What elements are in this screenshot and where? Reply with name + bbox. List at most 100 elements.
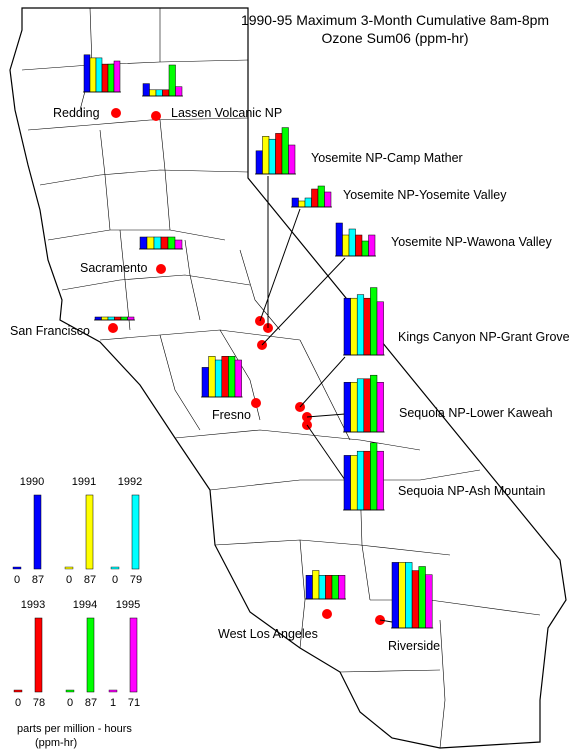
site-bars <box>201 356 243 398</box>
bar-1992 <box>95 57 103 93</box>
bar-1992 <box>155 89 163 97</box>
bar-1994 <box>281 127 289 175</box>
legend-max-bar <box>129 617 138 693</box>
legend-item: 1992 0 79 <box>110 476 142 586</box>
bar-1993 <box>114 316 122 321</box>
site-label: Sequoia NP-Ash Mountain <box>398 484 545 498</box>
bar-1994 <box>418 566 426 629</box>
legend-max-label: 71 <box>128 697 140 709</box>
bar-1993 <box>101 63 109 93</box>
legend-max-bar <box>85 494 94 570</box>
bar-1992 <box>356 378 365 433</box>
bar-1991 <box>89 57 97 93</box>
site-label: Sequoia NP-Lower Kaweah <box>399 406 553 420</box>
bar-1993 <box>363 378 371 433</box>
site-label: West Los Angeles <box>218 627 318 641</box>
bar-1993 <box>355 234 363 257</box>
legend-year: 1994 <box>73 599 97 611</box>
bar-1991 <box>350 382 358 433</box>
site-label: Sacramento <box>80 261 147 275</box>
bar-1993 <box>363 450 371 511</box>
bar-1995 <box>288 144 296 175</box>
site-marker <box>111 108 121 118</box>
bar-1995 <box>376 382 384 433</box>
legend-item: 1991 0 87 <box>64 476 96 586</box>
bar-1995 <box>324 191 332 208</box>
legend-year: 1992 <box>118 476 142 488</box>
legend-max-label: 79 <box>130 574 142 586</box>
legend-max-label: 87 <box>32 574 44 586</box>
legend-min-bar <box>13 689 23 693</box>
site-bars <box>335 222 376 257</box>
leader-line <box>261 257 346 346</box>
bar-1992 <box>348 228 356 257</box>
bar-1990 <box>343 455 351 511</box>
bar-1991 <box>146 236 155 250</box>
bar-1993 <box>311 188 319 208</box>
legend-min-label: 0 <box>112 574 118 586</box>
bar-1990 <box>201 367 209 398</box>
site-bars <box>391 562 434 629</box>
site-bars <box>83 54 121 93</box>
site-label: Redding <box>53 106 100 120</box>
bar-1994 <box>317 185 325 208</box>
bar-1995 <box>234 359 242 398</box>
legend-year: 1995 <box>116 599 140 611</box>
bar-1991 <box>208 356 216 398</box>
bar-1994 <box>107 63 115 93</box>
legend-min-bar <box>110 566 120 570</box>
site-bars <box>305 570 346 600</box>
bar-1994 <box>228 356 236 398</box>
legend-max-label: 87 <box>85 697 97 709</box>
bar-1994 <box>120 316 128 321</box>
bar-1990 <box>391 562 399 629</box>
legend-max-bar <box>34 617 43 693</box>
bar-1994 <box>370 287 378 356</box>
legend-min-bar <box>12 566 22 570</box>
bar-1995 <box>376 301 384 356</box>
bar-1993 <box>325 575 333 600</box>
bar-1994 <box>331 575 339 600</box>
legend-min-label: 0 <box>67 697 73 709</box>
legend-min-label: 0 <box>66 574 72 586</box>
bar-1994 <box>370 442 378 511</box>
bar-1995 <box>127 316 135 321</box>
bar-1991 <box>350 455 358 511</box>
bar-1992 <box>214 359 223 398</box>
legend-year: 1991 <box>72 476 96 488</box>
site-bars <box>343 442 385 511</box>
legend-max-bar <box>131 494 140 570</box>
bar-1991 <box>342 234 350 257</box>
bar-1995 <box>338 575 346 600</box>
legend-item: 1993 0 78 <box>13 599 45 709</box>
leader-lines <box>259 176 393 623</box>
legend-item: 1995 1 71 <box>108 599 140 709</box>
bar-1995 <box>376 450 384 511</box>
site-bars <box>343 287 385 356</box>
site-label: Fresno <box>212 408 251 422</box>
site-marker <box>151 111 161 121</box>
site-bars <box>291 185 332 208</box>
bar-1994 <box>167 236 176 250</box>
county-boundaries <box>21 7 541 749</box>
site-bars <box>94 316 135 321</box>
legend-min-bar <box>64 566 74 570</box>
bar-1990 <box>94 316 102 321</box>
legend-max-label: 87 <box>84 574 96 586</box>
site-label: Lassen Volcanic NP <box>171 106 282 120</box>
legend-min-bar <box>65 689 75 693</box>
california-outline <box>9 7 567 749</box>
site-markers <box>108 108 385 625</box>
site-marker <box>108 323 118 333</box>
bar-1991 <box>350 297 358 356</box>
site-label: Yosemite NP-Yosemite Valley <box>343 188 507 202</box>
bar-1995 <box>175 86 183 97</box>
legend-min-bar <box>108 689 118 693</box>
legend-min-label: 0 <box>15 697 21 709</box>
bar-1992 <box>268 138 276 175</box>
bar-1992 <box>107 316 115 321</box>
site-bars <box>343 374 385 433</box>
bar-1993 <box>221 356 229 398</box>
bar-1991 <box>298 200 306 208</box>
